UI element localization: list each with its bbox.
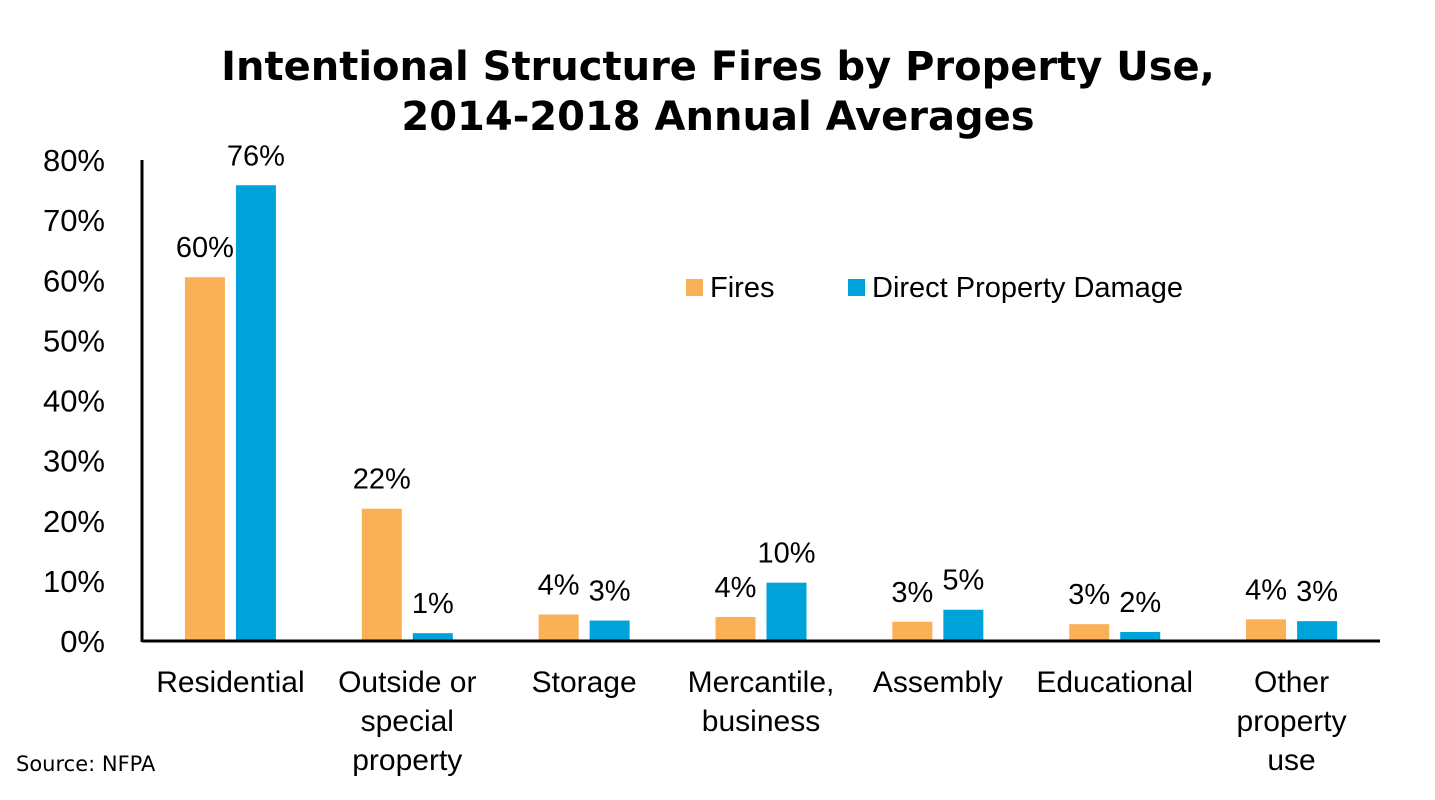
data-label: 1% <box>412 588 454 620</box>
chart-title: 2014-2018 Annual Averages <box>401 94 1034 140</box>
bar-direct-property-damage <box>943 609 984 641</box>
bar-fires <box>361 508 402 641</box>
x-category-label: property <box>1237 705 1347 738</box>
chart-title: Intentional Structure Fires by Property … <box>221 44 1215 90</box>
data-label: 3% <box>1068 579 1110 611</box>
x-category-label: special <box>361 705 454 738</box>
data-label: 2% <box>1119 587 1161 619</box>
data-label: 4% <box>715 572 757 604</box>
data-label: 10% <box>757 538 815 570</box>
x-category-label: use <box>1267 744 1315 777</box>
bar-fires <box>538 614 579 641</box>
x-category-label: Storage <box>532 666 637 699</box>
x-category-label: Mercantile, <box>688 666 835 699</box>
source-note: Source: NFPA <box>16 752 156 776</box>
x-category-label: business <box>702 705 820 738</box>
data-label: 4% <box>1245 574 1287 606</box>
x-category-label: Outside or <box>338 666 476 699</box>
y-tick-label: 80% <box>43 143 105 178</box>
bar-fires <box>715 616 756 641</box>
bar-direct-property-damage <box>589 620 630 641</box>
x-category-label: Residential <box>156 666 304 699</box>
bar-fires <box>892 621 933 641</box>
data-label: 76% <box>227 140 285 172</box>
y-tick-label: 70% <box>43 203 105 238</box>
y-tick-label: 10% <box>43 564 105 599</box>
data-label: 22% <box>353 464 411 496</box>
x-category-label: Assembly <box>873 666 1003 699</box>
bar-fires <box>1246 619 1287 641</box>
legend-swatch <box>848 279 865 296</box>
y-tick-label: 20% <box>43 504 105 539</box>
data-label: 3% <box>589 576 631 608</box>
legend-swatch <box>686 279 703 296</box>
data-label: 5% <box>942 565 984 597</box>
y-tick-label: 60% <box>43 263 105 298</box>
data-label: 3% <box>1296 576 1338 608</box>
bar-direct-property-damage <box>412 633 453 641</box>
bar-direct-property-damage <box>235 185 276 641</box>
legend-label: Direct Property Damage <box>872 272 1183 304</box>
data-label: 4% <box>538 570 580 602</box>
x-category-label: Educational <box>1036 666 1193 699</box>
bar-direct-property-damage <box>1297 621 1338 641</box>
legend-label: Fires <box>710 272 774 304</box>
data-label: 60% <box>176 232 234 264</box>
data-label: 3% <box>891 577 933 609</box>
y-tick-label: 0% <box>60 624 105 659</box>
y-tick-label: 50% <box>43 323 105 358</box>
x-category-label: Other <box>1254 666 1329 699</box>
bar-fires <box>184 277 225 641</box>
bar-direct-property-damage <box>766 582 807 641</box>
bar-direct-property-damage <box>1120 631 1161 641</box>
y-tick-label: 30% <box>43 444 105 479</box>
y-tick-label: 40% <box>43 384 105 419</box>
x-category-label: property <box>352 744 462 777</box>
bar-fires <box>1069 624 1110 641</box>
